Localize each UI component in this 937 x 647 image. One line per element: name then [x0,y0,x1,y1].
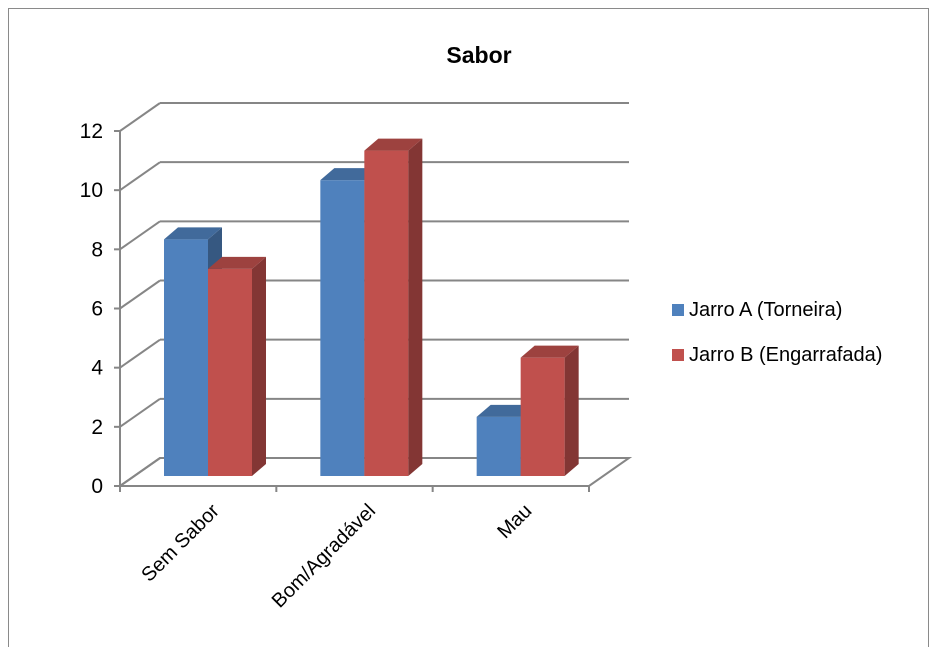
category-label: Sem Sabor [137,500,224,587]
bar-top [320,168,379,181]
chart-title: Sabor [446,42,511,68]
legend-item: Jarro B (Engarrafada) [672,344,882,366]
bar-side [408,138,423,477]
bar-side [252,256,266,476]
y-tick-label: 10 [80,179,103,202]
y-tick-label: 0 [91,475,103,498]
y-tick-label: 12 [80,120,103,143]
bar-front [164,239,208,476]
bars [164,138,579,477]
legend-label: Jarro A (Torneira) [689,299,842,321]
bar [208,256,266,476]
chart-frame [8,8,929,647]
gridline-side [119,102,161,132]
gridline-side [119,279,161,310]
bar-front [520,357,565,476]
gridline-side [119,398,161,428]
gridline-side [119,457,161,487]
bar-front [364,150,409,477]
category-label: Bom/Agradável [268,500,380,612]
bar-top [520,345,579,358]
bar-side [564,345,579,476]
y-tick-label: 4 [91,357,103,380]
bar [364,138,423,477]
bar-top [164,227,222,240]
axes [114,130,590,492]
gridline-side [119,161,161,191]
legend: Jarro A (Torneira) Jarro B (Engarrafada) [672,299,882,366]
y-tick-labels: 0 2 4 6 8 10 12 [80,120,104,498]
legend-label: Jarro B (Engarrafada) [689,344,882,366]
bar-top [364,138,423,151]
bar-top [476,404,535,417]
y-tick-label: 2 [91,416,103,439]
legend-swatch [672,349,684,361]
gridline-side [119,338,161,369]
category-labels: Sem Sabor Bom/Agradável Mau [137,500,536,612]
legend-swatch [672,304,684,316]
bar-front [208,268,252,476]
bar-top [208,256,266,269]
category-label: Mau [493,500,536,543]
y-tick-label: 6 [91,298,103,321]
bar-front [320,180,365,476]
legend-item: Jarro A (Torneira) [672,299,842,321]
y-tick-label: 8 [91,238,103,261]
gridline-side [119,220,161,251]
bar [520,345,579,476]
bar-front [476,416,521,476]
